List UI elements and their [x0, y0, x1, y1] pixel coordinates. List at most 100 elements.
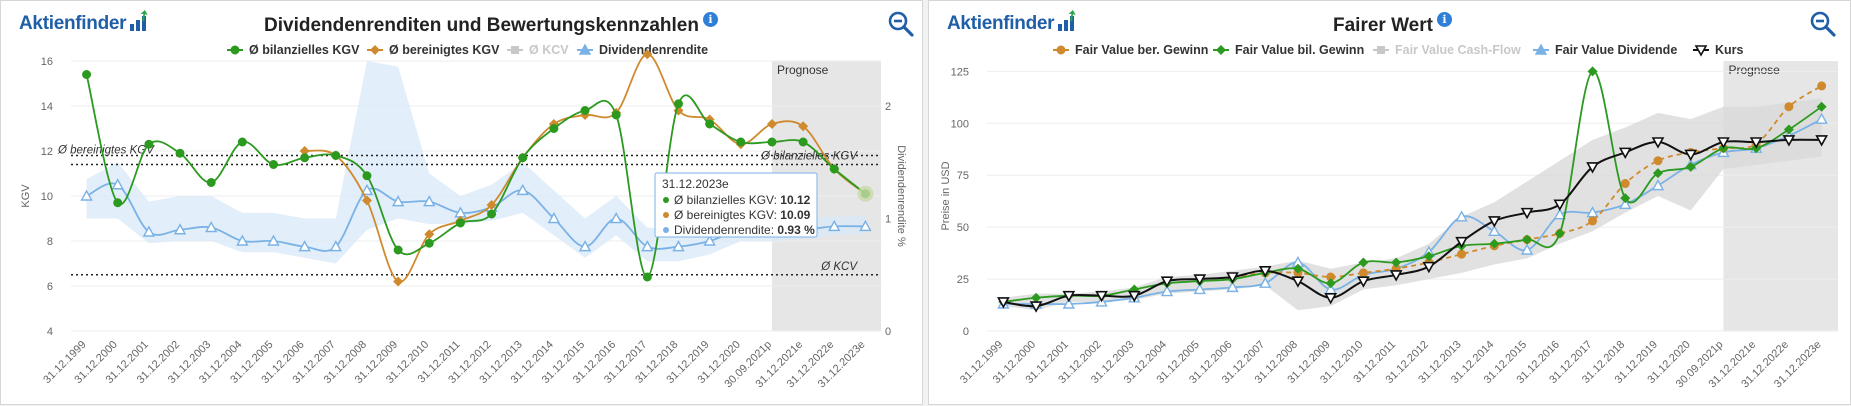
legend-marker-diamond [370, 45, 380, 55]
legend-label: Dividendenrendite [599, 43, 708, 57]
data-point-triangle-down [1455, 236, 1468, 249]
data-point-diamond [361, 195, 372, 206]
data-point-triangle-down [997, 297, 1010, 309]
info-icon[interactable]: i [1436, 12, 1452, 27]
tooltip-box [654, 172, 818, 238]
legend-label: Fair Value Dividende [1555, 43, 1677, 57]
data-point-circle [487, 209, 497, 219]
y-tick-label: 8 [47, 236, 53, 248]
data-point-diamond [486, 200, 497, 210]
data-point-diamond [1783, 124, 1794, 135]
y-tick-label: 25 [957, 274, 969, 286]
data-point-circle [518, 153, 528, 163]
data-point-triangle-down [1357, 276, 1370, 288]
y2-tick-label: 1 [885, 214, 891, 226]
data-point-circle [611, 110, 621, 120]
data-point-circle [393, 245, 403, 255]
data-point-triangle [1520, 243, 1534, 255]
prognose-label: Prognose [1728, 63, 1780, 77]
legend-marker-triangle-down [1694, 45, 1708, 57]
data-point-circle [767, 137, 777, 147]
zoom-out-icon[interactable] [887, 10, 915, 38]
data-point-triangle [1651, 179, 1665, 191]
data-point-circle [113, 198, 123, 208]
legend-label: Kurs [1715, 43, 1744, 57]
data-point-diamond [1358, 257, 1369, 268]
data-point-circle [455, 218, 465, 228]
data-point-triangle [267, 234, 280, 246]
data-point-triangle-down [1389, 270, 1403, 282]
data-point-triangle [1553, 208, 1566, 220]
right-chart-svg: Fair Value ber. Gewinn Fair Value bil. Ge… [940, 43, 1838, 390]
data-point-diamond [1816, 101, 1827, 112]
data-point-triangle-down [1684, 149, 1698, 162]
data-point-triangle [142, 225, 156, 237]
data-point-diamond [1685, 161, 1696, 172]
data-point-triangle-down [1487, 216, 1501, 228]
prognose-label: Prognose [777, 63, 829, 77]
data-point-circle [1588, 216, 1598, 226]
legend-label: Ø bilanzielles KGV [249, 43, 360, 57]
data-point-diamond [798, 121, 809, 132]
y2-axis-title: Dividendenrendite % [895, 145, 907, 247]
data-point-circle [362, 171, 372, 181]
data-point-triangle-down [1717, 137, 1730, 149]
data-point-diamond [1554, 228, 1565, 239]
data-point-triangle-down [1160, 276, 1174, 288]
data-point-triangle [111, 178, 124, 190]
tooltip-date: 31.12.2023e [662, 177, 729, 191]
data-point-circle [1653, 156, 1663, 166]
y-tick-label: 0 [963, 326, 969, 338]
legend-marker-triangle [578, 43, 592, 55]
data-point-diamond [642, 49, 653, 60]
data-point-triangle [516, 183, 529, 196]
data-point-triangle [1193, 283, 1206, 295]
data-point-triangle [1455, 210, 1468, 222]
data-point-triangle-down [1815, 135, 1828, 147]
data-point-triangle-down [1193, 274, 1207, 286]
data-point-triangle [80, 189, 93, 201]
legend-label: Ø KCV [529, 43, 569, 57]
aktienfinder-logo: Aktienfinder ➚ [19, 5, 153, 35]
legend-label: Fair Value Cash-Flow [1395, 43, 1521, 57]
data-point-triangle-down [1422, 261, 1436, 274]
brand-name: Aktienfinder [947, 13, 1055, 34]
annotation-kcv: Ø KCV [820, 261, 858, 273]
data-point-circle [175, 148, 185, 158]
tooltip-row: Ø bereinigtes KGV: 10.09 [674, 208, 811, 222]
tooltip-dot [663, 227, 669, 233]
tooltip-row: Dividendenrendite: 0.93 % [674, 223, 815, 237]
data-point-triangle-down [1586, 162, 1599, 174]
data-point-circle [424, 238, 434, 248]
data-point-diamond [1587, 66, 1598, 77]
data-point-circle [300, 153, 310, 163]
data-point-circle [798, 137, 808, 147]
legend-marker-diamond [1216, 45, 1226, 55]
data-point-circle [674, 99, 683, 109]
legend-marker-square [511, 46, 519, 54]
data-point-triangle [173, 223, 187, 235]
data-point-triangle-down [1062, 290, 1076, 303]
data-point-diamond [299, 146, 310, 156]
left-chart-svg: Ø bilanzielles KGV Ø bereinigtes KGV Ø KCV… [20, 43, 907, 390]
data-point-diamond [1489, 238, 1500, 249]
legend-marker-square [1377, 46, 1385, 54]
data-point-triangle-down [1553, 199, 1567, 211]
data-point-circle [642, 272, 652, 282]
data-point-triangle [1160, 285, 1174, 297]
data-point-diamond [766, 119, 777, 129]
data-point-triangle-down [1095, 290, 1108, 303]
data-point-triangle [703, 234, 716, 246]
data-point-circle [736, 137, 746, 147]
data-point-triangle [578, 240, 592, 252]
data-point-triangle [205, 221, 218, 233]
data-point-triangle-down [1029, 301, 1043, 313]
data-point-triangle [391, 195, 405, 207]
zoom-out-icon[interactable] [1809, 10, 1837, 38]
brand-name: Aktienfinder [19, 13, 127, 34]
data-point-circle [269, 160, 278, 169]
data-point-diamond [424, 229, 435, 240]
logo-bars-icon: ➚ [128, 5, 153, 31]
data-point-triangle [1619, 197, 1632, 210]
info-icon[interactable]: i [702, 12, 718, 27]
